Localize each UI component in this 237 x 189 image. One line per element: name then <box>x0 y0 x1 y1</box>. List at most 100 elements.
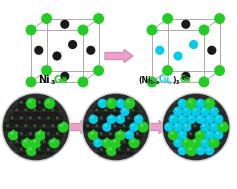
Circle shape <box>15 124 18 127</box>
Circle shape <box>180 116 183 119</box>
Circle shape <box>47 116 50 119</box>
Circle shape <box>171 116 174 119</box>
Circle shape <box>122 108 125 111</box>
Circle shape <box>207 132 210 135</box>
Circle shape <box>51 124 55 127</box>
Circle shape <box>49 122 59 132</box>
Text: Cu: Cu <box>159 75 170 84</box>
Circle shape <box>166 124 169 127</box>
Text: Ga: Ga <box>180 75 191 84</box>
Text: ): ) <box>173 75 176 84</box>
Circle shape <box>22 122 32 132</box>
Circle shape <box>38 101 41 104</box>
Circle shape <box>45 114 54 124</box>
Circle shape <box>168 129 179 140</box>
Circle shape <box>40 107 50 116</box>
Circle shape <box>190 137 202 148</box>
Circle shape <box>24 108 27 111</box>
Circle shape <box>111 122 121 132</box>
Circle shape <box>113 124 116 127</box>
Circle shape <box>162 93 230 161</box>
Circle shape <box>181 137 193 148</box>
Circle shape <box>175 108 178 111</box>
Circle shape <box>198 101 201 104</box>
Circle shape <box>146 77 157 88</box>
Circle shape <box>49 137 60 148</box>
Circle shape <box>181 20 190 29</box>
Circle shape <box>40 122 50 132</box>
Circle shape <box>27 130 36 140</box>
Circle shape <box>193 139 196 143</box>
Circle shape <box>56 116 59 119</box>
Circle shape <box>127 148 130 151</box>
Circle shape <box>40 138 50 147</box>
Circle shape <box>20 101 23 104</box>
Circle shape <box>216 132 219 135</box>
Circle shape <box>211 124 214 127</box>
Circle shape <box>100 116 103 119</box>
Circle shape <box>197 131 201 135</box>
Circle shape <box>95 124 98 127</box>
Circle shape <box>54 114 63 124</box>
Circle shape <box>95 140 98 143</box>
Circle shape <box>216 116 219 119</box>
Circle shape <box>125 146 134 155</box>
Circle shape <box>202 108 205 111</box>
Circle shape <box>18 99 27 108</box>
Circle shape <box>98 99 107 108</box>
Circle shape <box>198 116 201 119</box>
Circle shape <box>189 116 192 119</box>
Circle shape <box>100 132 103 135</box>
Circle shape <box>22 107 32 116</box>
Circle shape <box>26 145 37 156</box>
Circle shape <box>18 146 27 155</box>
Circle shape <box>209 137 220 148</box>
Circle shape <box>51 108 55 111</box>
Text: x: x <box>168 80 171 84</box>
Circle shape <box>182 107 192 116</box>
Circle shape <box>131 139 134 143</box>
Circle shape <box>124 98 135 109</box>
Circle shape <box>36 114 45 124</box>
Circle shape <box>51 139 55 143</box>
Circle shape <box>100 148 103 151</box>
Circle shape <box>107 114 116 124</box>
Circle shape <box>178 130 187 140</box>
Circle shape <box>98 130 107 140</box>
Circle shape <box>140 124 144 127</box>
Circle shape <box>173 138 183 147</box>
Circle shape <box>26 77 36 88</box>
Circle shape <box>52 51 62 61</box>
Circle shape <box>49 107 59 116</box>
Circle shape <box>209 122 219 132</box>
Circle shape <box>182 122 192 132</box>
Circle shape <box>120 107 130 116</box>
Circle shape <box>122 140 125 143</box>
Circle shape <box>13 107 23 116</box>
Circle shape <box>68 40 77 49</box>
Circle shape <box>214 13 225 24</box>
Circle shape <box>58 121 69 133</box>
Text: 3: 3 <box>176 80 179 84</box>
Circle shape <box>15 140 18 143</box>
Circle shape <box>44 98 55 109</box>
Circle shape <box>120 122 130 132</box>
Circle shape <box>35 129 46 140</box>
Circle shape <box>189 132 192 135</box>
Circle shape <box>77 25 88 36</box>
Circle shape <box>134 130 143 140</box>
Circle shape <box>28 100 32 104</box>
Circle shape <box>110 137 122 148</box>
Circle shape <box>117 131 121 135</box>
Circle shape <box>178 146 187 155</box>
Circle shape <box>116 146 125 155</box>
Circle shape <box>173 107 183 116</box>
Circle shape <box>186 98 197 109</box>
Text: 3: 3 <box>50 80 55 84</box>
Circle shape <box>102 107 112 116</box>
Text: (Ni: (Ni <box>138 75 151 84</box>
Circle shape <box>127 132 130 135</box>
Circle shape <box>34 46 43 55</box>
Circle shape <box>146 25 157 36</box>
Circle shape <box>184 139 187 143</box>
